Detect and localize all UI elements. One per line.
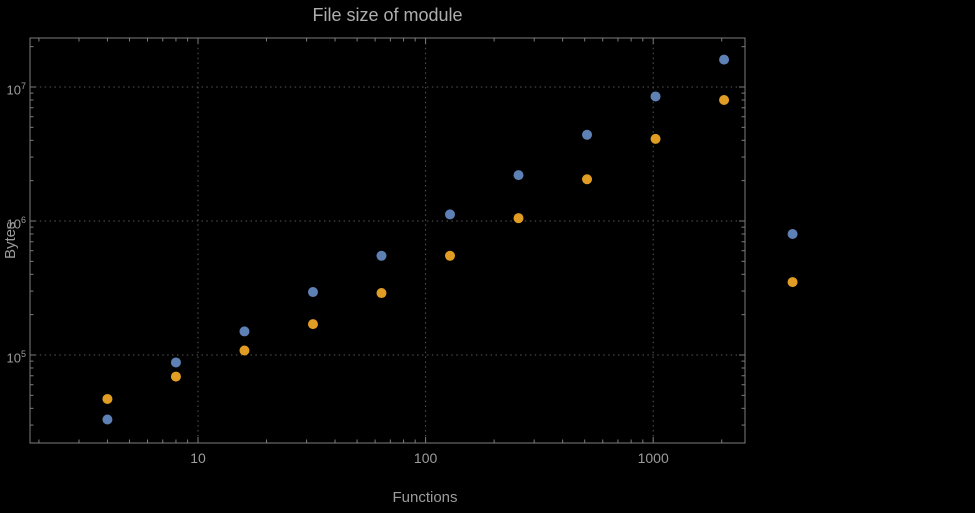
data-point-blue bbox=[513, 170, 524, 181]
x-tick-label: 10 bbox=[190, 450, 206, 466]
data-point-orange bbox=[582, 174, 593, 185]
data-point-orange bbox=[719, 94, 730, 105]
data-point-blue bbox=[719, 54, 730, 65]
data-point-orange bbox=[239, 345, 250, 356]
y-tick-label: 107 bbox=[6, 81, 26, 98]
data-point-blue bbox=[650, 91, 661, 102]
data-point-orange bbox=[650, 133, 661, 144]
data-point-orange bbox=[445, 250, 456, 261]
data-point-blue bbox=[239, 326, 250, 337]
data-point-blue bbox=[445, 209, 456, 220]
data-point-orange bbox=[307, 319, 318, 330]
chart-title: File size of module bbox=[312, 5, 463, 25]
data-point-blue bbox=[170, 357, 181, 368]
x-axis-label: Functions bbox=[392, 489, 458, 506]
data-point-orange bbox=[170, 371, 181, 382]
data-point-blue bbox=[582, 129, 593, 140]
data-point-orange bbox=[376, 288, 387, 299]
x-tick-label: 1000 bbox=[637, 450, 669, 466]
y-tick-label: 106 bbox=[6, 215, 26, 232]
y-tick-label: 105 bbox=[6, 349, 26, 366]
x-tick-label: 100 bbox=[413, 450, 438, 466]
data-point-orange bbox=[102, 393, 113, 404]
plot-frame bbox=[29, 37, 746, 444]
data-point-blue bbox=[787, 228, 798, 239]
data-point-orange bbox=[513, 213, 524, 224]
y-axis-label: Bytes bbox=[2, 221, 19, 260]
data-point-blue bbox=[307, 287, 318, 298]
data-point-blue bbox=[376, 250, 387, 261]
data-point-orange bbox=[787, 277, 798, 288]
data-point-blue bbox=[102, 414, 113, 425]
